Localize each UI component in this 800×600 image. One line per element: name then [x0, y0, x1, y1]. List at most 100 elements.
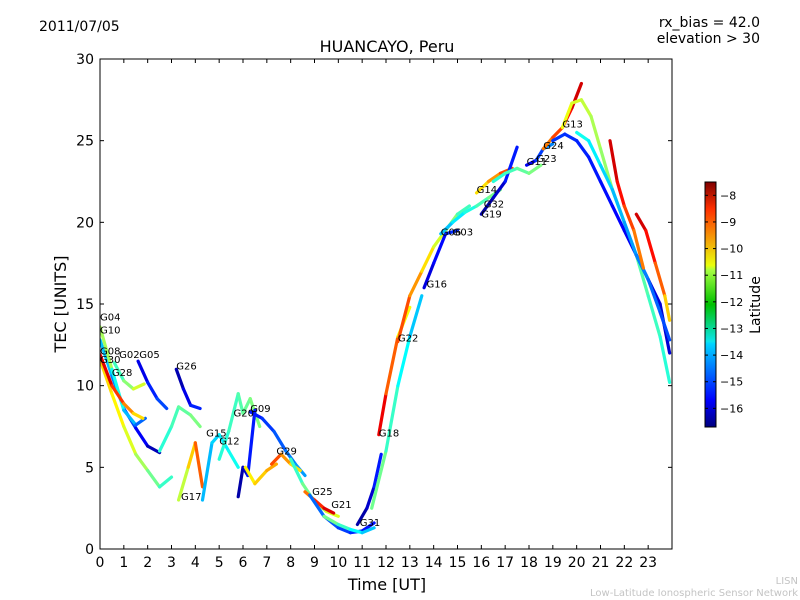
arc-segment: [100, 338, 114, 378]
satellite-label-g02: G02: [119, 350, 139, 361]
arc-segment: [355, 506, 369, 527]
arc-segment: [146, 380, 159, 401]
arc-segment: [646, 277, 662, 314]
arc-segment: [241, 397, 252, 415]
arc-arc-g: [158, 405, 202, 453]
arc-segment: [284, 449, 297, 466]
arc-segment: [236, 392, 245, 415]
satellite-label-g03: G03: [453, 227, 473, 238]
satellite-label-g06: G06: [441, 227, 461, 238]
date-label: 2011/07/05: [39, 19, 120, 35]
arc-segment: [455, 204, 471, 216]
colorbar-tick-label: −11: [720, 269, 743, 282]
arc-segment: [177, 405, 193, 417]
arc-segment: [575, 139, 591, 159]
arc-arc-e: [112, 361, 146, 391]
arc-segment: [200, 441, 214, 502]
arc-segment: [227, 449, 240, 469]
satellite-label-g04: G04: [100, 312, 120, 323]
arc-segment: [243, 465, 257, 486]
arc-segment: [270, 452, 283, 466]
x-tick-label: 21: [592, 555, 610, 571]
x-tick-label: 23: [639, 555, 657, 571]
arc-arc-c: [100, 357, 174, 489]
arc-segment: [122, 402, 135, 415]
x-tick-label: 14: [425, 555, 443, 571]
arc-arc-t: [355, 452, 383, 527]
y-tick-label: 5: [85, 460, 94, 476]
arc-arc-aa: [479, 145, 519, 216]
arc-segment: [181, 387, 193, 407]
arc-arc-af: [551, 132, 672, 355]
arc-segment: [475, 179, 491, 195]
arc-arc-h: [174, 367, 202, 411]
arc-segment: [322, 506, 336, 515]
colorbar-ticks: −8 −9 −10 −11 −12 −13 −14 −15 −16: [705, 189, 743, 415]
tec-arcs: [100, 81, 672, 535]
arc-segment: [158, 475, 174, 489]
x-tick-label: 19: [544, 555, 562, 571]
arc-segment: [265, 462, 278, 473]
y-tick-label: 20: [76, 215, 94, 231]
arc-arc-w: [396, 204, 471, 344]
arc-segment: [541, 135, 555, 151]
arc-segment: [551, 125, 565, 139]
arc-segment: [372, 452, 383, 489]
chart-title: HUANCAYO, Peru: [320, 37, 455, 56]
arc-segment: [217, 429, 231, 461]
arc-arc-ai: [634, 212, 672, 322]
satellite-label-g05: G05: [139, 350, 159, 361]
arc-segment: [186, 441, 197, 469]
arc-segment: [515, 166, 531, 175]
colorbar-tick-label: −9: [720, 216, 736, 229]
x-tick-label: 8: [286, 555, 295, 571]
x-tick-label: 7: [262, 555, 271, 571]
x-axis-ticks: 0 1 2 3 4 5 6 7 8 9 10 11 12 13 14 15 16 17 18 19 20 21 22 23: [96, 59, 657, 571]
arc-segment: [253, 469, 269, 486]
arc-segment: [598, 179, 615, 208]
arc-segment: [570, 98, 584, 105]
arc-segment: [134, 452, 150, 473]
colorbar-tick-label: −15: [720, 376, 743, 389]
satellite-label-g18: G18: [379, 428, 399, 439]
x-tick-label: 17: [496, 555, 514, 571]
arc-segment: [110, 392, 126, 429]
rx-bias-label: rx_bias = 42.0: [659, 15, 760, 31]
arc-segment: [377, 392, 388, 437]
arc-segment: [479, 196, 495, 216]
satellite-label-g14: G14: [477, 185, 497, 196]
arc-segment: [560, 101, 574, 130]
colorbar-tick-label: −13: [720, 322, 743, 335]
arc-segment: [384, 335, 400, 396]
arc-arc-i: [177, 441, 205, 502]
arc-segment: [279, 452, 293, 466]
x-tick-label: 20: [568, 555, 586, 571]
footer-lisn: LISN: [775, 576, 798, 587]
arc-segment: [608, 139, 619, 184]
satellite-label-g26: G26: [176, 361, 196, 372]
arc-segment: [146, 444, 162, 455]
arc-segment: [491, 179, 507, 200]
arc-segment: [663, 294, 672, 322]
arc-segment: [422, 261, 436, 290]
satellite-label-g17: G17: [181, 492, 201, 503]
arc-segment: [336, 526, 352, 535]
arc-segment: [370, 449, 388, 510]
colorbar-tick-label: −16: [720, 402, 743, 415]
arc-arc-s: [322, 514, 376, 535]
arc-segment: [360, 521, 376, 533]
satellite-label-g19: G19: [481, 209, 501, 220]
x-tick-label: 22: [615, 555, 633, 571]
satellite-label-g16: G16: [427, 280, 447, 291]
arc-segment: [189, 413, 202, 429]
y-axis-label: TEC [UNITS]: [51, 256, 70, 354]
y-tick-label: 25: [76, 134, 94, 150]
arc-segment: [534, 147, 545, 162]
arc-segment: [634, 212, 648, 233]
arc-segment: [658, 310, 672, 342]
arc-segment: [246, 408, 257, 478]
x-tick-label: 18: [520, 555, 538, 571]
satellite-label-g24: G24: [543, 141, 563, 152]
arc-segment: [131, 382, 146, 391]
